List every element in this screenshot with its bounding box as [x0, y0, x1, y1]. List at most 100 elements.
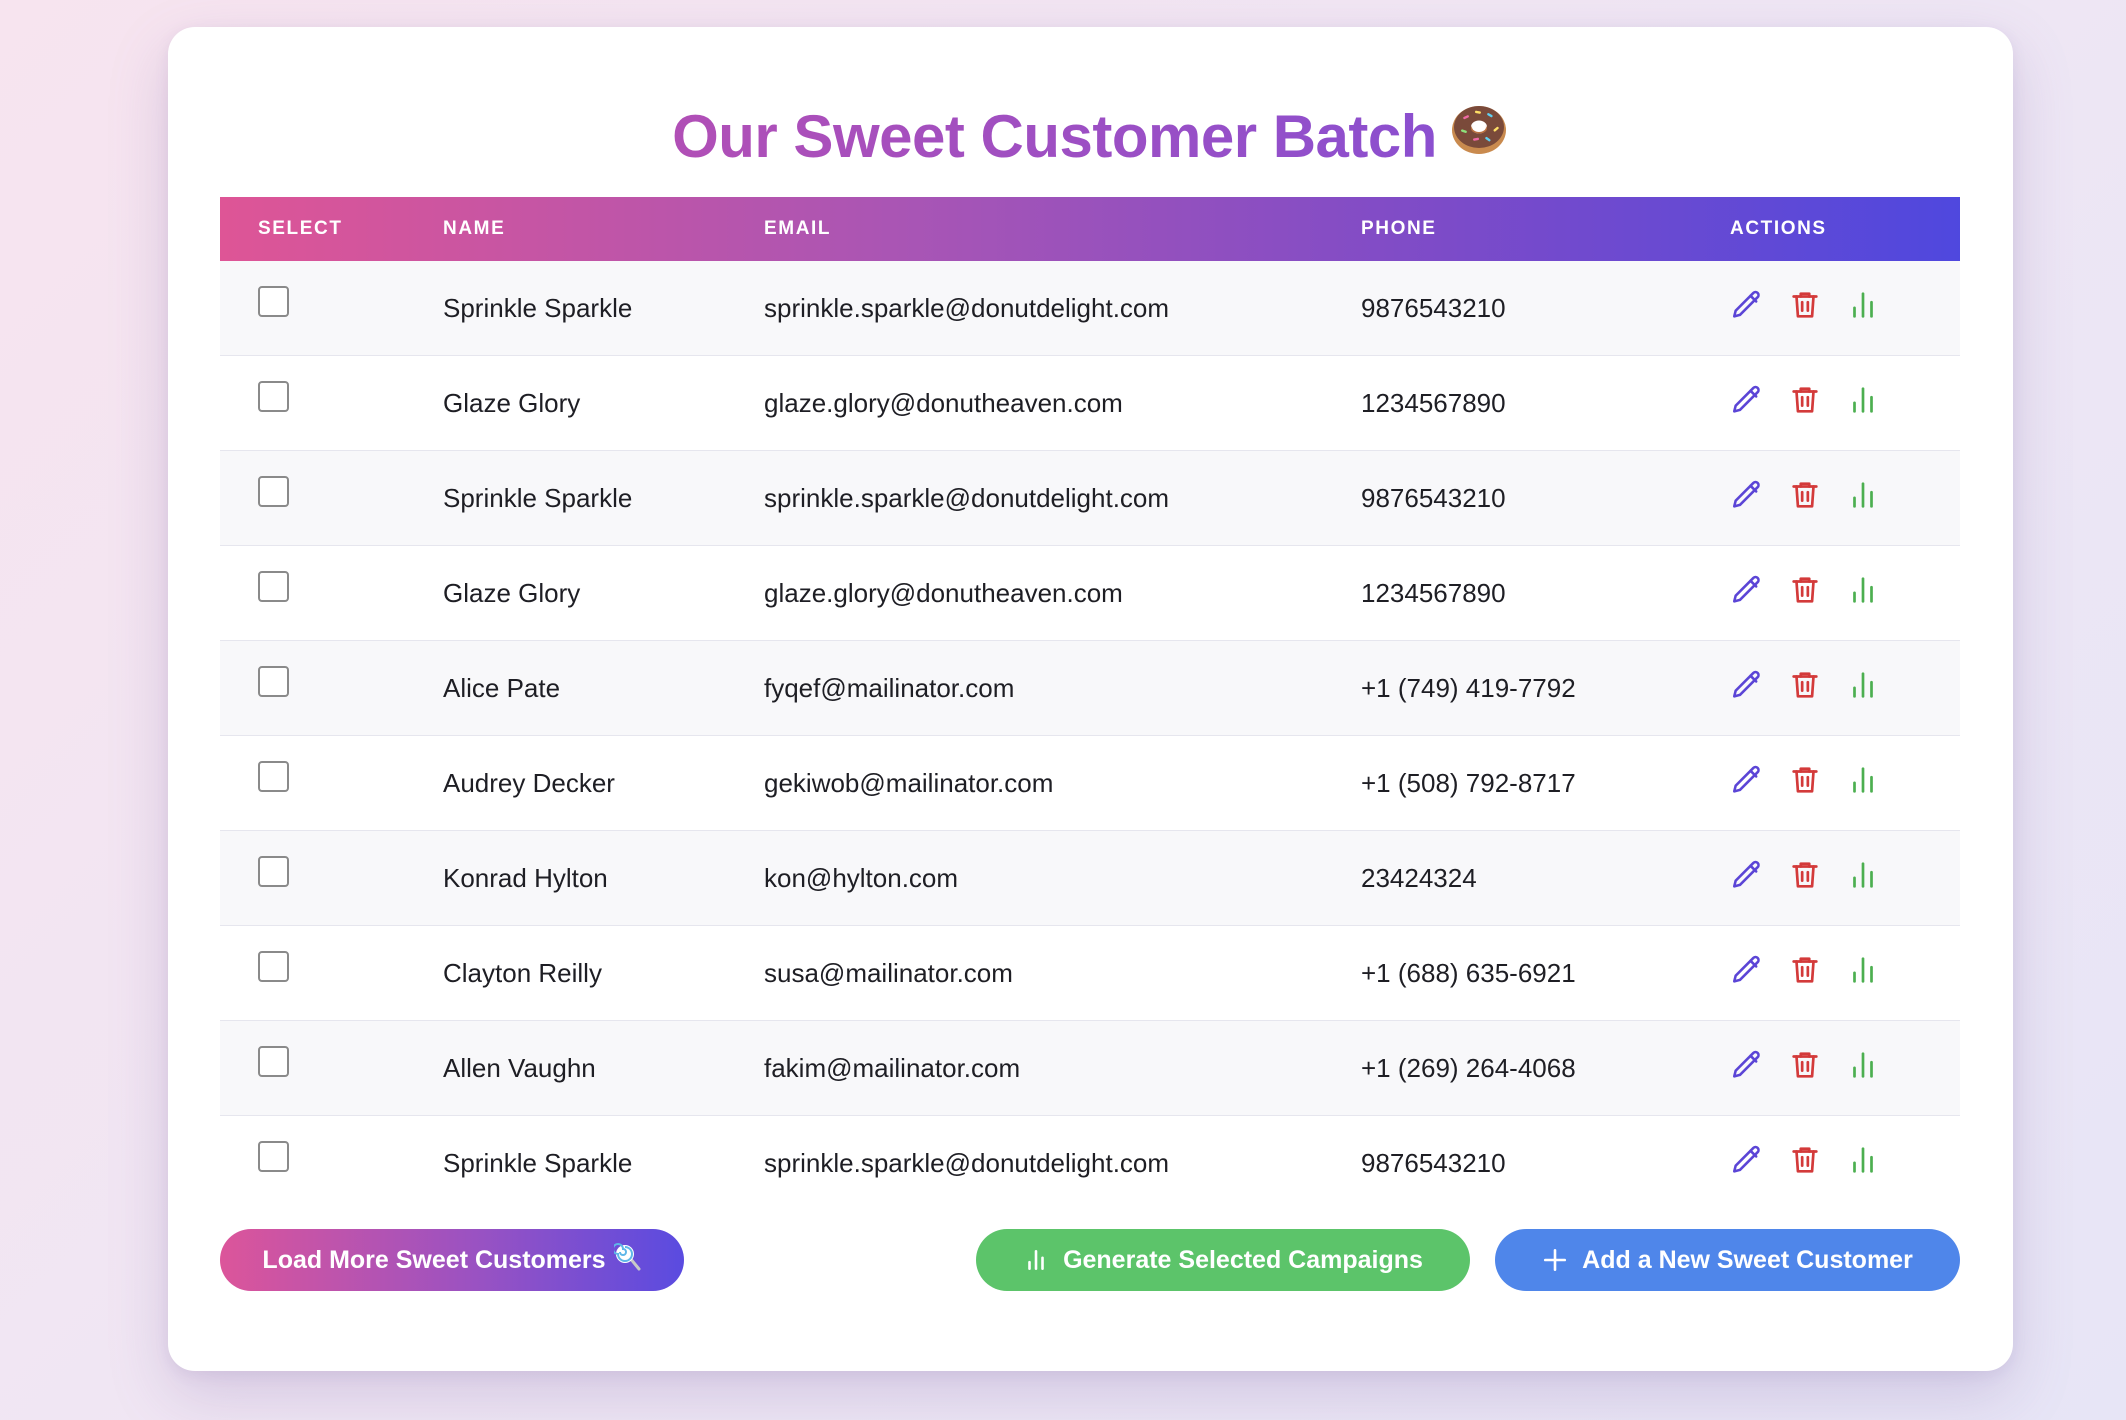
bar-chart-icon[interactable]: [1846, 668, 1880, 702]
customer-phone: +1 (508) 792-8717: [1361, 768, 1576, 798]
bar-chart-icon[interactable]: [1846, 858, 1880, 892]
customer-phone: +1 (688) 635-6921: [1361, 958, 1576, 988]
table-row: Konrad Hylton kon@hylton.com 23424324: [220, 831, 1960, 926]
customer-phone: +1 (269) 264-4068: [1361, 1053, 1576, 1083]
page-title-text: Our Sweet Customer Batch: [672, 103, 1437, 170]
customer-table: SELECT NAME EMAIL PHONE ACTIONS Sprinkle…: [220, 197, 1960, 1210]
edit-icon[interactable]: [1730, 1048, 1764, 1082]
bar-chart-icon[interactable]: [1846, 383, 1880, 417]
customer-email: glaze.glory@donutheaven.com: [764, 388, 1123, 418]
load-more-label: Load More Sweet Customers: [262, 1245, 606, 1274]
table-row: Clayton Reilly susa@mailinator.com +1 (688…: [220, 926, 1960, 1021]
row-select-checkbox[interactable]: [258, 381, 289, 412]
row-select-checkbox[interactable]: [258, 1046, 289, 1077]
bar-chart-icon[interactable]: [1846, 953, 1880, 987]
row-actions: [1730, 383, 1880, 417]
row-select-checkbox[interactable]: [258, 666, 289, 697]
row-actions: [1730, 478, 1880, 512]
customer-phone: 1234567890: [1361, 578, 1506, 608]
row-actions: [1730, 858, 1880, 892]
bar-chart-icon[interactable]: [1846, 478, 1880, 512]
customer-name: Sprinkle Sparkle: [443, 1148, 633, 1178]
customer-name: Clayton Reilly: [443, 958, 602, 988]
edit-icon[interactable]: [1730, 478, 1764, 512]
table-row: Audrey Decker gekiwob@mailinator.com +1 (5…: [220, 736, 1960, 831]
bar-chart-icon[interactable]: [1846, 573, 1880, 607]
generate-campaigns-button[interactable]: Generate Selected Campaigns: [976, 1229, 1470, 1291]
trash-icon[interactable]: [1788, 288, 1822, 322]
table-row: Alice Pate fyqef@mailinator.com +1 (749) 4…: [220, 641, 1960, 736]
table-row: Glaze Glory glaze.glory@donutheaven.com 12…: [220, 546, 1960, 641]
trash-icon[interactable]: [1788, 668, 1822, 702]
row-select-checkbox[interactable]: [258, 951, 289, 982]
customer-name: Alice Pate: [443, 673, 561, 703]
edit-icon[interactable]: [1730, 953, 1764, 987]
customer-email: sprinkle.sparkle@donutdelight.com: [764, 483, 1170, 513]
table-row: Allen Vaughn fakim@mailinator.com +1 (269)…: [220, 1021, 1960, 1116]
generate-campaigns-label: Generate Selected Campaigns: [1063, 1245, 1423, 1274]
customer-email: fakim@mailinator.com: [764, 1053, 1021, 1083]
load-more-button[interactable]: Load More Sweet Customers: [220, 1229, 684, 1291]
row-actions: [1730, 763, 1880, 797]
table-row: Sprinkle Sparkle sprinkle.sparkle@donutde…: [220, 1116, 1960, 1210]
row-select-checkbox[interactable]: [258, 571, 289, 602]
row-actions: [1730, 668, 1880, 702]
row-select-checkbox[interactable]: [258, 1141, 289, 1172]
bar-chart-icon[interactable]: [1846, 763, 1880, 797]
trash-icon[interactable]: [1788, 858, 1822, 892]
table-header: SELECT NAME EMAIL PHONE ACTIONS: [220, 197, 1960, 261]
customer-email: glaze.glory@donutheaven.com: [764, 578, 1123, 608]
trash-icon[interactable]: [1788, 953, 1822, 987]
add-customer-label: Add a New Sweet Customer: [1582, 1245, 1913, 1274]
header-actions: ACTIONS: [1730, 218, 1827, 239]
customer-email: fyqef@mailinator.com: [764, 673, 1015, 703]
customer-phone: 1234567890: [1361, 388, 1506, 418]
trash-icon[interactable]: [1788, 573, 1822, 607]
edit-icon[interactable]: [1730, 668, 1764, 702]
donut-icon: [1449, 98, 1509, 174]
customer-phone: 23424324: [1361, 863, 1477, 893]
trash-icon[interactable]: [1788, 1143, 1822, 1177]
customer-phone: +1 (749) 419-7792: [1361, 673, 1576, 703]
trash-icon[interactable]: [1788, 478, 1822, 512]
lollipop-icon: [611, 1242, 642, 1278]
customer-name: Audrey Decker: [443, 768, 615, 798]
row-select-checkbox[interactable]: [258, 856, 289, 887]
add-customer-button[interactable]: Add a New Sweet Customer: [1495, 1229, 1960, 1291]
customer-phone: 9876543210: [1361, 483, 1506, 513]
bar-chart-icon[interactable]: [1846, 288, 1880, 322]
plus-icon: [1542, 1247, 1568, 1273]
header-name: NAME: [443, 218, 506, 239]
row-select-checkbox[interactable]: [258, 476, 289, 507]
customer-email: sprinkle.sparkle@donutdelight.com: [764, 293, 1170, 323]
row-select-checkbox[interactable]: [258, 761, 289, 792]
table-row: Sprinkle Sparkle sprinkle.sparkle@donutde…: [220, 451, 1960, 546]
row-actions: [1730, 1048, 1880, 1082]
customer-phone: 9876543210: [1361, 293, 1506, 323]
customer-name: Allen Vaughn: [443, 1053, 596, 1083]
edit-icon[interactable]: [1730, 1143, 1764, 1177]
edit-icon[interactable]: [1730, 858, 1764, 892]
customer-email: sprinkle.sparkle@donutdelight.com: [764, 1148, 1170, 1178]
bar-chart-icon[interactable]: [1846, 1048, 1880, 1082]
page-title: Our Sweet Customer Batch: [168, 101, 2013, 174]
row-actions: [1730, 953, 1880, 987]
trash-icon[interactable]: [1788, 763, 1822, 797]
table-row: Glaze Glory glaze.glory@donutheaven.com 12…: [220, 356, 1960, 451]
table-row: Sprinkle Sparkle sprinkle.sparkle@donutde…: [220, 261, 1960, 356]
bar-chart-icon: [1023, 1247, 1049, 1273]
trash-icon[interactable]: [1788, 383, 1822, 417]
row-select-checkbox[interactable]: [258, 286, 289, 317]
customer-email: susa@mailinator.com: [764, 958, 1013, 988]
edit-icon[interactable]: [1730, 288, 1764, 322]
row-actions: [1730, 288, 1880, 322]
trash-icon[interactable]: [1788, 1048, 1822, 1082]
customer-name: Glaze Glory: [443, 578, 581, 608]
bar-chart-icon[interactable]: [1846, 1143, 1880, 1177]
customer-email: kon@hylton.com: [764, 863, 959, 893]
row-actions: [1730, 1143, 1880, 1177]
edit-icon[interactable]: [1730, 383, 1764, 417]
edit-icon[interactable]: [1730, 573, 1764, 607]
header-select: SELECT: [258, 218, 343, 239]
edit-icon[interactable]: [1730, 763, 1764, 797]
